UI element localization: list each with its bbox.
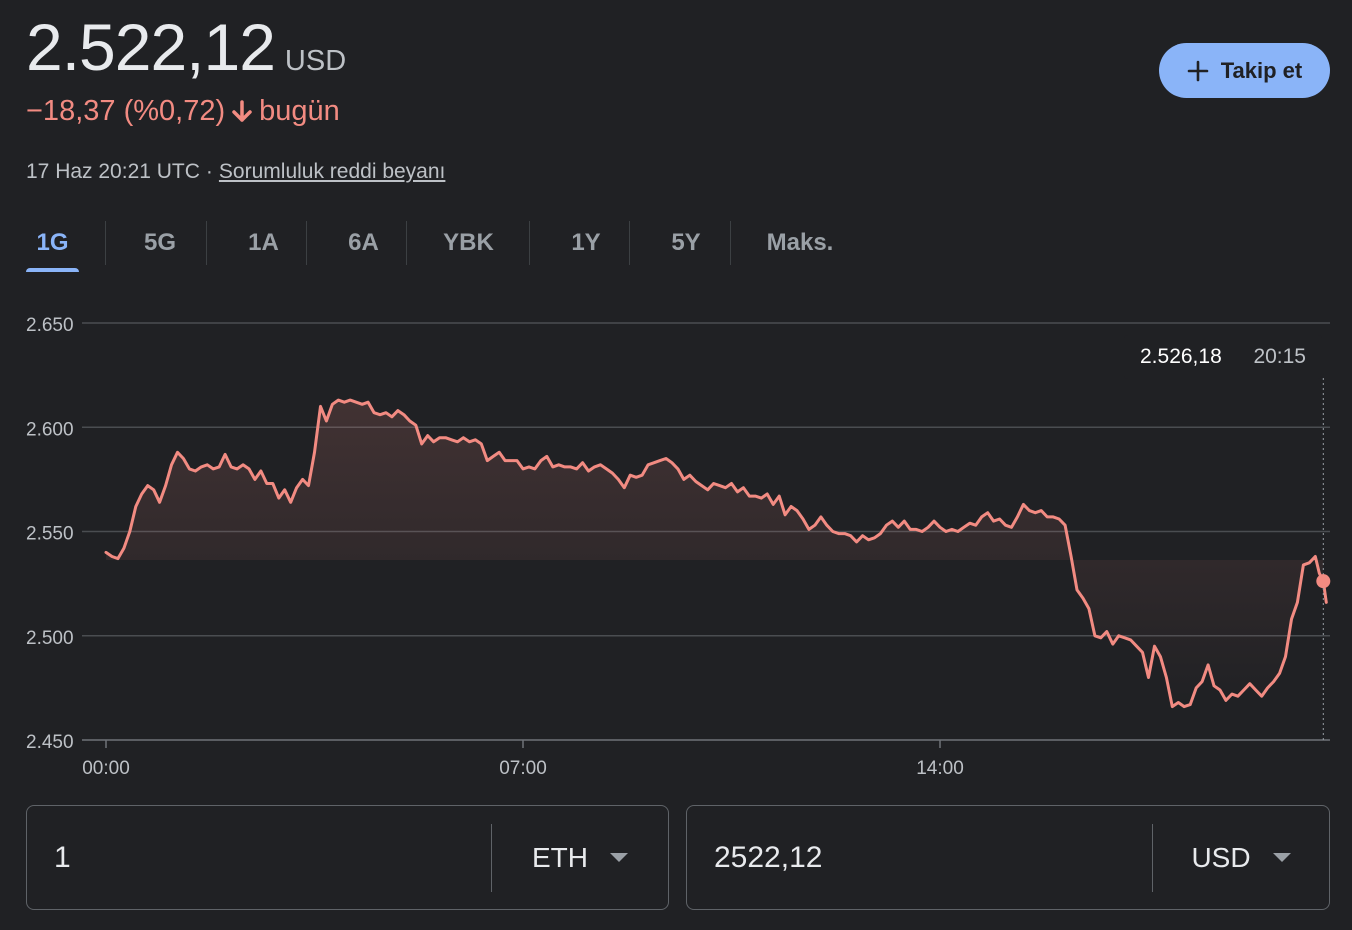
price-chart[interactable]: 2.650 2.600 2.550 2.500 2.450 00:00 07:00 14:0… bbox=[0, 300, 1352, 790]
follow-button[interactable]: Takip et bbox=[1159, 43, 1330, 98]
change-period: bugün bbox=[259, 95, 340, 127]
tooltip-value: 2.526,18 bbox=[1140, 345, 1222, 368]
price-currency: USD bbox=[284, 45, 347, 77]
quote-meta: 17 Haz 20:21 UTC · Sorumluluk reddi beyanı bbox=[26, 160, 445, 184]
plus-icon bbox=[1187, 60, 1209, 82]
quote-timestamp: 17 Haz 20:21 UTC bbox=[26, 160, 200, 183]
tab-divider bbox=[629, 221, 630, 265]
tab-divider bbox=[730, 221, 731, 265]
from-unit-select[interactable]: ETH bbox=[492, 842, 668, 874]
arrow-down-icon bbox=[231, 99, 253, 124]
tab-5d[interactable]: 5G bbox=[143, 229, 176, 256]
converter-to: 2522,12 USD bbox=[686, 805, 1330, 910]
tab-1d[interactable]: 1G bbox=[26, 218, 79, 272]
current-point-marker bbox=[1316, 574, 1331, 589]
range-tabs: 1G 5G 1A 6A YBK 1Y 5Y Maks. bbox=[26, 218, 926, 273]
x-tick-label: 00:00 bbox=[82, 758, 130, 779]
tab-max[interactable]: Maks. bbox=[766, 229, 834, 256]
caret-down-icon bbox=[610, 852, 628, 863]
price-header: 2.522,12 USD bbox=[26, 14, 346, 80]
y-tick-label: 2.600 bbox=[26, 419, 74, 440]
tab-divider bbox=[306, 221, 307, 265]
tab-ytd[interactable]: YBK bbox=[443, 229, 494, 256]
price-area bbox=[106, 400, 1324, 707]
follow-button-label: Takip et bbox=[1220, 57, 1303, 83]
tab-divider bbox=[529, 221, 530, 265]
tab-1m[interactable]: 1A bbox=[248, 229, 279, 256]
tab-6m[interactable]: 6A bbox=[348, 229, 379, 256]
tab-divider bbox=[206, 221, 207, 265]
caret-down-icon bbox=[1272, 852, 1291, 863]
meta-separator: · bbox=[205, 160, 213, 183]
y-tick-label: 2.500 bbox=[26, 628, 74, 649]
current-price: 2.522,12 bbox=[26, 10, 276, 84]
price-change: −18,37 (%0,72) bugün bbox=[26, 95, 340, 128]
tab-divider bbox=[105, 221, 106, 265]
tooltip-time: 20:15 bbox=[1253, 345, 1306, 368]
price-line bbox=[104, 398, 1328, 709]
y-tick-label: 2.650 bbox=[26, 315, 74, 336]
converter-divider bbox=[490, 823, 492, 892]
y-axis: 2.650 2.600 2.550 2.500 2.450 bbox=[26, 315, 74, 753]
x-axis: 00:00 07:00 14:00 bbox=[82, 740, 964, 779]
to-unit-label: USD bbox=[1191, 841, 1251, 873]
tab-divider bbox=[406, 221, 407, 265]
tab-1y[interactable]: 1Y bbox=[571, 229, 601, 256]
to-unit-select[interactable]: USD bbox=[1153, 842, 1329, 874]
converter-divider bbox=[1151, 823, 1153, 892]
hover-tooltip: 2.526,18 20:15 bbox=[1124, 335, 1322, 379]
disclaimer-link[interactable]: Sorumluluk reddi beyanı bbox=[218, 160, 446, 183]
change-value: −18,37 (%0,72) bbox=[26, 95, 226, 127]
converter-from: 1 ETH bbox=[26, 805, 669, 910]
y-tick-label: 2.450 bbox=[26, 732, 74, 753]
to-amount-input[interactable]: 2522,12 bbox=[714, 840, 823, 874]
x-tick-label: 14:00 bbox=[916, 758, 964, 779]
x-tick-label: 07:00 bbox=[499, 758, 547, 779]
from-unit-label: ETH bbox=[532, 841, 588, 873]
from-amount-input[interactable]: 1 bbox=[54, 840, 71, 874]
y-tick-label: 2.550 bbox=[26, 524, 74, 545]
tab-5y[interactable]: 5Y bbox=[671, 229, 701, 256]
